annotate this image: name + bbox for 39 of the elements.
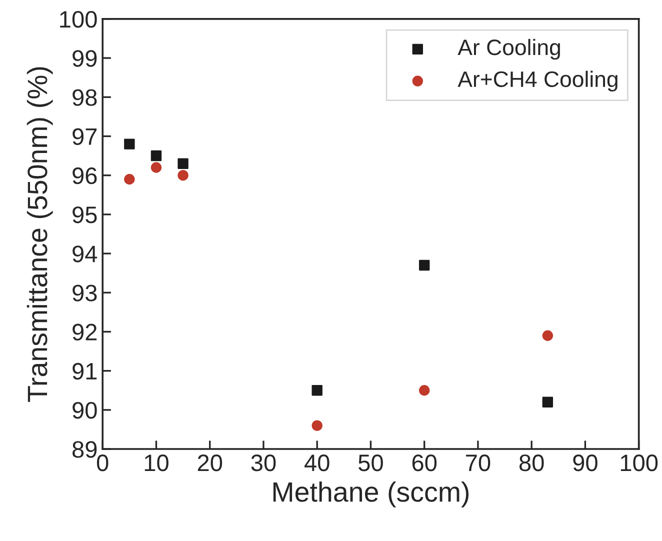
x-tick-label: 80	[519, 454, 544, 472]
y-tick-label: 90	[72, 402, 97, 419]
x-tick-label: 70	[466, 454, 490, 472]
legend-label: Ar Cooling	[458, 38, 560, 60]
y-tick-label: 99	[72, 50, 97, 67]
point	[418, 385, 430, 396]
x-tick-label: 30	[251, 454, 276, 472]
y-tick-label: 96	[72, 167, 97, 184]
x-tick-label: 50	[358, 454, 383, 472]
x-tick-label: 60	[412, 454, 437, 472]
point	[178, 158, 188, 169]
x-axis-title: Methane (sccm)	[273, 481, 469, 508]
point	[124, 138, 135, 150]
point	[312, 385, 322, 396]
point	[312, 420, 322, 431]
x-tick-label: 100	[620, 454, 658, 472]
point	[418, 260, 430, 271]
legend-label: Ar+CH4 Cooling	[458, 70, 618, 92]
y-tick-label: 95	[72, 206, 97, 224]
y-tick-label: 100	[60, 11, 97, 28]
y-tick-label: 97	[72, 128, 97, 146]
point	[542, 396, 554, 408]
y-tick-label: 94	[72, 246, 98, 262]
y-tick-label: 92	[72, 324, 97, 341]
y-tick-label: 89	[72, 441, 97, 458]
point	[150, 162, 162, 173]
x-tick-label: 20	[198, 454, 222, 472]
x-tick-label: 10	[144, 454, 168, 472]
y-tick-label: 91	[72, 362, 97, 380]
point	[150, 150, 162, 162]
x-tick-label: 90	[573, 454, 598, 472]
point	[178, 170, 188, 181]
x-tick-label: 40	[304, 454, 330, 472]
y-axis-title: Transmittance (550nm) (%)	[26, 67, 53, 402]
point	[124, 174, 135, 185]
y-tick-label: 93	[72, 284, 97, 302]
y-tick-label: 98	[72, 89, 97, 106]
point	[542, 330, 554, 341]
x-tick-label: 0	[96, 454, 108, 472]
